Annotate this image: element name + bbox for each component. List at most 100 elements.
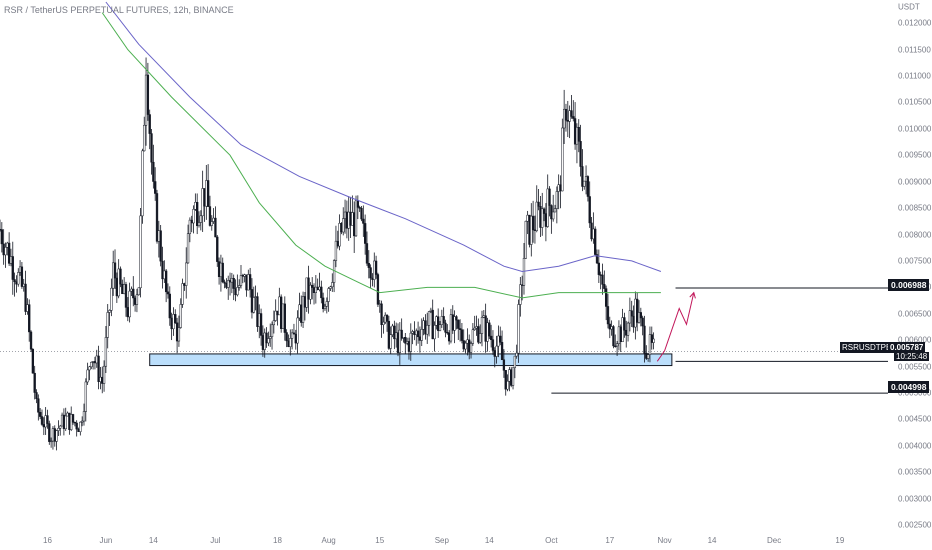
candle-body	[568, 110, 571, 122]
candle-body	[479, 333, 482, 343]
candle-body	[533, 229, 537, 231]
candle-body	[544, 213, 548, 227]
y-tick-label: 0.002500	[898, 520, 932, 530]
candle-body	[550, 205, 553, 220]
candle-body	[115, 277, 118, 297]
candle-body	[57, 428, 60, 431]
candle-body	[133, 297, 137, 305]
candle-body	[553, 208, 557, 213]
candle-body	[159, 230, 162, 262]
candle-body	[367, 263, 370, 268]
candle-body	[108, 310, 111, 313]
candle-body	[519, 284, 522, 305]
candle-body	[508, 369, 511, 382]
candle-body	[51, 428, 55, 442]
candle-body	[595, 254, 599, 264]
candle-body	[232, 278, 235, 289]
candle-body	[437, 316, 440, 331]
candle-body	[219, 262, 223, 277]
candle-body	[510, 369, 513, 386]
candle-body	[243, 274, 246, 277]
candle-body	[154, 181, 157, 194]
candle-body	[530, 215, 533, 245]
candle-body	[265, 332, 268, 344]
candle-body	[363, 223, 367, 244]
candle-body	[468, 339, 471, 353]
candle-body	[124, 284, 128, 308]
candle-body	[420, 329, 423, 341]
level-label-low: 0.004998	[888, 381, 930, 393]
candle-body	[528, 214, 531, 245]
candle-body	[389, 334, 392, 349]
candle-body	[599, 274, 602, 276]
candle-body	[90, 362, 93, 368]
candle-body	[201, 188, 204, 217]
candle-body	[327, 288, 330, 302]
candle-body	[612, 326, 615, 347]
candle-body	[307, 277, 310, 300]
candle-body	[281, 303, 285, 329]
candle-body	[630, 310, 633, 317]
candle-body	[371, 277, 374, 280]
y-tick-label: 0.005000	[898, 388, 932, 398]
candle-body	[196, 202, 199, 227]
candle-body	[340, 223, 343, 233]
candle-body	[402, 337, 405, 339]
candle-body	[360, 208, 363, 220]
candle-body	[71, 414, 75, 423]
candle-body	[188, 219, 192, 234]
x-tick-label: 14	[148, 536, 158, 545]
x-tick-label: Jun	[99, 536, 113, 545]
y-tick-label: 0.008500	[898, 203, 932, 213]
candle-body	[132, 288, 135, 299]
candle-body	[60, 414, 64, 427]
candle-body	[338, 223, 341, 247]
candle-body	[588, 196, 591, 224]
candle-body	[186, 233, 190, 264]
candle-body	[91, 361, 95, 363]
candle-body	[66, 412, 69, 417]
symbol-label: RSRUSDTPERP	[840, 342, 905, 353]
candle-body	[245, 274, 248, 291]
candle-body	[163, 270, 166, 280]
candle-body	[643, 325, 646, 354]
x-tick-label: 15	[375, 536, 385, 545]
y-tick-label: 0.011500	[898, 45, 931, 55]
candle-body	[31, 348, 35, 374]
candle-body	[168, 293, 171, 319]
candle-body	[35, 392, 38, 399]
projection-path	[656, 292, 695, 362]
candle-body	[152, 161, 155, 182]
candle-body	[303, 296, 307, 308]
candle-body	[444, 322, 447, 333]
x-tick-label: Oct	[545, 536, 558, 545]
candle-body	[300, 304, 303, 323]
candle-body	[223, 281, 226, 284]
candle-body	[581, 166, 584, 187]
candle-body	[329, 286, 332, 289]
candle-body	[592, 228, 595, 240]
candle-body	[499, 335, 502, 343]
x-tick-label: Sep	[434, 536, 449, 545]
candle-body	[175, 322, 179, 342]
candle-body	[639, 312, 642, 319]
candle-body	[469, 343, 473, 353]
candle-body	[480, 317, 484, 334]
candle-body	[135, 294, 139, 305]
candle-body	[9, 256, 13, 264]
candle-body	[650, 334, 653, 343]
y-tick-label: 0.012000	[898, 18, 932, 28]
candle-body	[356, 200, 359, 208]
candle-body	[424, 320, 427, 335]
candle-body	[475, 326, 478, 329]
candle-body	[455, 316, 458, 321]
candle-body	[104, 337, 108, 367]
candle-body	[415, 330, 418, 336]
candle-body	[93, 361, 97, 364]
candle-body	[269, 336, 272, 339]
x-tick-label: 19	[835, 536, 845, 545]
candle-body	[48, 423, 51, 442]
x-tick-label: 17	[605, 536, 615, 545]
candle-body	[179, 304, 182, 328]
